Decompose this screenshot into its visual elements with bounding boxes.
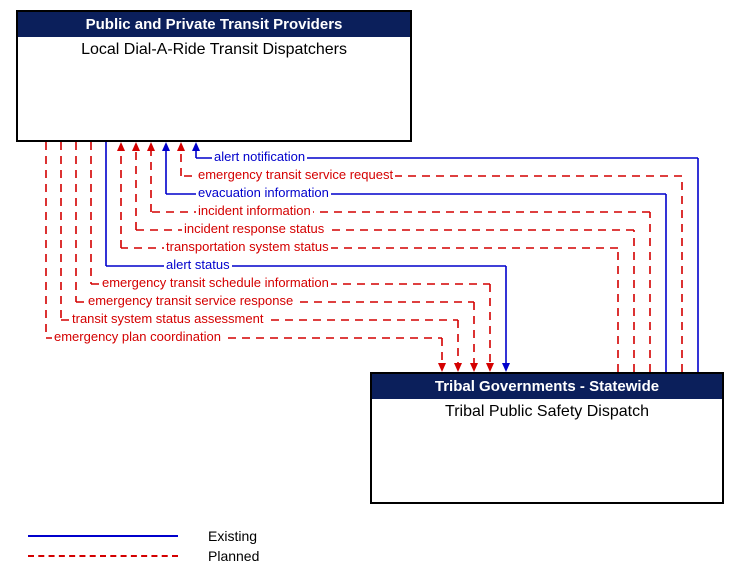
flow-label: emergency transit service response (86, 294, 295, 308)
flow-label: alert status (164, 258, 232, 272)
flow-label: incident response status (182, 222, 326, 236)
entity-header: Public and Private Transit Providers (18, 12, 410, 37)
flow-label: evacuation information (196, 186, 331, 200)
legend-line-existing (28, 535, 178, 537)
entity-box-tribal-dispatch: Tribal Governments - Statewide Tribal Pu… (370, 372, 724, 504)
flow-label: transit system status assessment (70, 312, 265, 326)
flow-label: transportation system status (164, 240, 331, 254)
legend-label: Planned (208, 548, 259, 564)
legend-row-planned: Planned (28, 546, 259, 566)
legend-line-planned (28, 555, 178, 557)
legend-label: Existing (208, 528, 257, 544)
flow-label: alert notification (212, 150, 307, 164)
legend-row-existing: Existing (28, 526, 259, 546)
entity-header: Tribal Governments - Statewide (372, 374, 722, 399)
legend: Existing Planned (28, 526, 259, 566)
flow-label: incident information (196, 204, 313, 218)
flow-label: emergency transit service request (196, 168, 395, 182)
entity-title: Local Dial-A-Ride Transit Dispatchers (18, 37, 410, 63)
entity-box-transit-providers: Public and Private Transit Providers Loc… (16, 10, 412, 142)
flow-label: emergency transit schedule information (100, 276, 331, 290)
flow-label: emergency plan coordination (52, 330, 223, 344)
entity-title: Tribal Public Safety Dispatch (372, 399, 722, 425)
